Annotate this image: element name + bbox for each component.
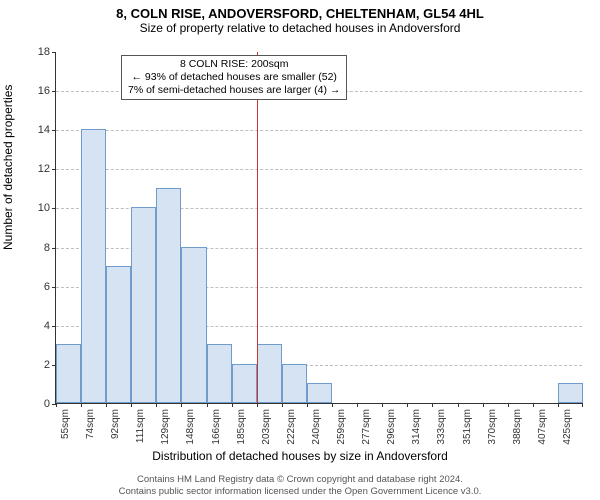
y-tick-label: 12: [38, 163, 50, 175]
histogram-bar: [282, 364, 307, 403]
x-tick: [232, 403, 233, 407]
histogram-bar: [181, 247, 206, 403]
histogram-bar: [131, 207, 156, 403]
x-tick-label: 407sqm: [537, 409, 548, 445]
chart-plot-area: 02468101214161855sqm74sqm92sqm111sqm129s…: [55, 52, 582, 404]
x-tick-label: 74sqm: [85, 409, 96, 439]
histogram-bar: [207, 344, 232, 403]
x-tick-label: 259sqm: [336, 409, 347, 445]
y-tick: [52, 52, 56, 53]
x-axis-label: Distribution of detached houses by size …: [0, 449, 600, 463]
x-tick: [257, 403, 258, 407]
y-tick-label: 14: [38, 124, 50, 136]
y-tick: [52, 326, 56, 327]
x-tick: [181, 403, 182, 407]
histogram-bar: [106, 266, 131, 403]
annotation-line: ← 93% of detached houses are smaller (52…: [128, 71, 340, 84]
x-tick-label: 55sqm: [60, 409, 71, 439]
x-tick-label: 314sqm: [411, 409, 422, 445]
x-tick-label: 222sqm: [286, 409, 297, 445]
x-tick-label: 425sqm: [562, 409, 573, 445]
x-tick: [458, 403, 459, 407]
x-tick: [407, 403, 408, 407]
y-tick-label: 6: [44, 281, 50, 293]
x-tick: [156, 403, 157, 407]
y-axis-label: Number of detached properties: [1, 85, 15, 250]
x-tick: [81, 403, 82, 407]
x-tick-label: 388sqm: [512, 409, 523, 445]
y-tick-label: 18: [38, 46, 50, 58]
x-tick: [558, 403, 559, 407]
x-tick-label: 111sqm: [135, 409, 146, 443]
histogram-bar: [558, 383, 583, 403]
x-tick-label: 166sqm: [211, 409, 222, 445]
gridline: [56, 130, 582, 131]
x-tick: [357, 403, 358, 407]
x-tick-label: 203sqm: [261, 409, 272, 445]
chart-subtitle: Size of property relative to detached ho…: [0, 21, 600, 39]
x-tick-label: 240sqm: [311, 409, 322, 445]
x-tick: [56, 403, 57, 407]
y-tick-label: 4: [44, 320, 50, 332]
annotation-box: 8 COLN RISE: 200sqm← 93% of detached hou…: [121, 55, 347, 100]
x-tick: [131, 403, 132, 407]
gridline: [56, 169, 582, 170]
x-tick-label: 129sqm: [160, 409, 171, 445]
y-tick-label: 0: [44, 398, 50, 410]
x-tick-label: 333sqm: [436, 409, 447, 445]
histogram-bar: [232, 364, 257, 403]
marker-line: [257, 52, 258, 403]
x-tick: [508, 403, 509, 407]
x-tick: [382, 403, 383, 407]
y-tick: [52, 169, 56, 170]
annotation-line: 7% of semi-detached houses are larger (4…: [128, 84, 340, 97]
histogram-bar: [257, 344, 282, 403]
x-tick: [582, 403, 583, 407]
x-tick-label: 92sqm: [110, 409, 121, 439]
x-tick-label: 351sqm: [462, 409, 473, 445]
y-tick-label: 16: [38, 85, 50, 97]
histogram-bar: [81, 129, 106, 403]
x-tick: [207, 403, 208, 407]
x-tick: [106, 403, 107, 407]
y-tick-label: 8: [44, 242, 50, 254]
footer-line2: Contains public sector information licen…: [0, 486, 600, 498]
x-tick: [307, 403, 308, 407]
y-tick: [52, 130, 56, 131]
x-tick-label: 185sqm: [236, 409, 247, 445]
footer-line1: Contains HM Land Registry data © Crown c…: [0, 474, 600, 486]
histogram-bar: [307, 383, 332, 403]
x-tick: [332, 403, 333, 407]
x-tick: [282, 403, 283, 407]
x-tick-label: 148sqm: [185, 409, 196, 445]
y-tick: [52, 208, 56, 209]
histogram-bar: [56, 344, 81, 403]
x-tick: [432, 403, 433, 407]
x-tick: [533, 403, 534, 407]
x-tick-label: 296sqm: [386, 409, 397, 445]
y-tick-label: 10: [38, 202, 50, 214]
y-tick-label: 2: [44, 359, 50, 371]
y-tick: [52, 91, 56, 92]
chart-title: 8, COLN RISE, ANDOVERSFORD, CHELTENHAM, …: [0, 0, 600, 21]
x-tick: [483, 403, 484, 407]
chart-footer: Contains HM Land Registry data © Crown c…: [0, 474, 600, 498]
y-tick: [52, 248, 56, 249]
x-tick-label: 277sqm: [361, 409, 372, 445]
histogram-bar: [156, 188, 181, 403]
y-tick: [52, 287, 56, 288]
x-tick-label: 370sqm: [487, 409, 498, 445]
annotation-line: 8 COLN RISE: 200sqm: [128, 58, 340, 71]
